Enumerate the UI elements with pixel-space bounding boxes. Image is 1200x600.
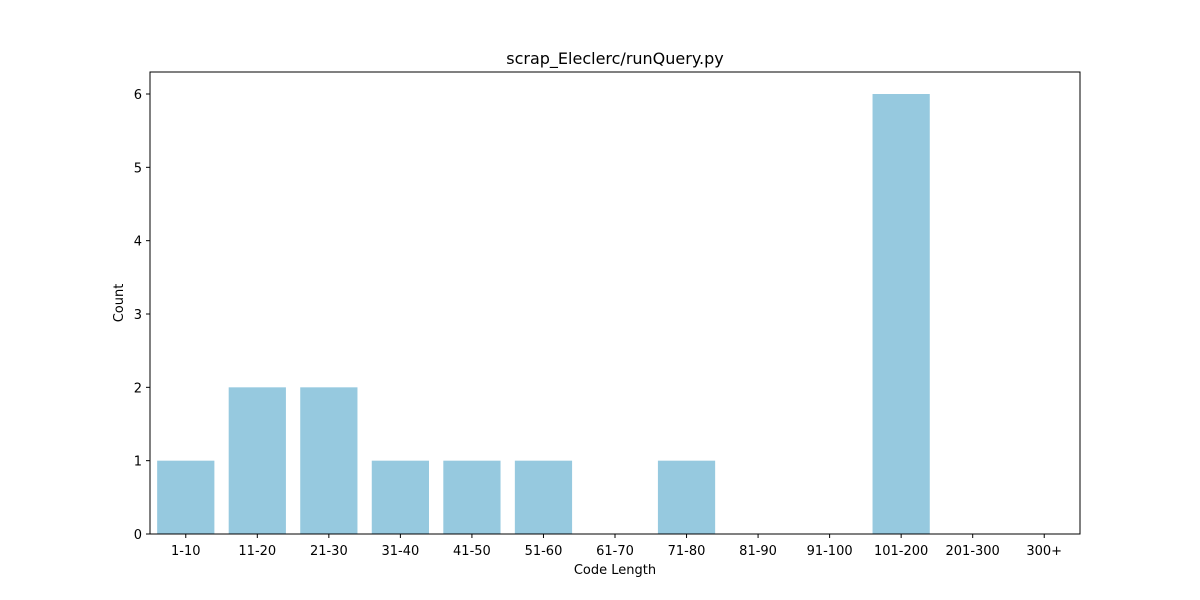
x-tick-label: 71-80 [668, 544, 706, 559]
bar-31-40 [371, 460, 429, 534]
y-tick-label: 6 [134, 88, 142, 103]
x-axis-label: Code Length [574, 563, 656, 578]
y-tick-label: 1 [134, 455, 142, 470]
y-tick-label: 2 [134, 381, 142, 396]
y-tick-label: 5 [134, 161, 142, 176]
bar-1-10 [157, 460, 215, 534]
bar-51-60 [514, 460, 573, 534]
bar-71-80 [657, 460, 716, 534]
bar-101-200 [872, 94, 930, 534]
chart-title: scrap_Eleclerc/runQuery.py [506, 49, 723, 69]
bar-41-50 [443, 460, 501, 534]
bar-11-20 [228, 387, 286, 534]
y-tick-label: 3 [134, 308, 142, 323]
y-tick-label: 0 [134, 528, 142, 543]
x-tick-label: 1-10 [171, 544, 201, 559]
bars-layer [157, 94, 930, 534]
x-tick-label: 201-300 [946, 544, 1000, 559]
x-tick-label: 31-40 [381, 544, 419, 559]
x-tick-label: 91-100 [807, 544, 853, 559]
x-tick-label: 300+ [1026, 544, 1062, 559]
y-axis-label: Count [112, 284, 127, 323]
x-tick-label: 11-20 [238, 544, 276, 559]
x-tick-label: 61-70 [596, 544, 634, 559]
x-tick-label: 101-200 [874, 544, 928, 559]
x-tick-label: 51-60 [525, 544, 563, 559]
x-tick-label: 81-90 [739, 544, 777, 559]
y-axis-ticks: 0 1 2 3 4 5 6 [134, 88, 150, 543]
y-tick-label: 4 [134, 235, 142, 250]
x-tick-label: 41-50 [453, 544, 491, 559]
plot-frame [149, 71, 1081, 535]
x-tick-label: 21-30 [310, 544, 348, 559]
bar-21-30 [300, 387, 358, 534]
x-axis-ticks: 1-10 11-20 21-30 31-40 41-50 51-60 61-70 71-80 8… [171, 534, 1062, 559]
